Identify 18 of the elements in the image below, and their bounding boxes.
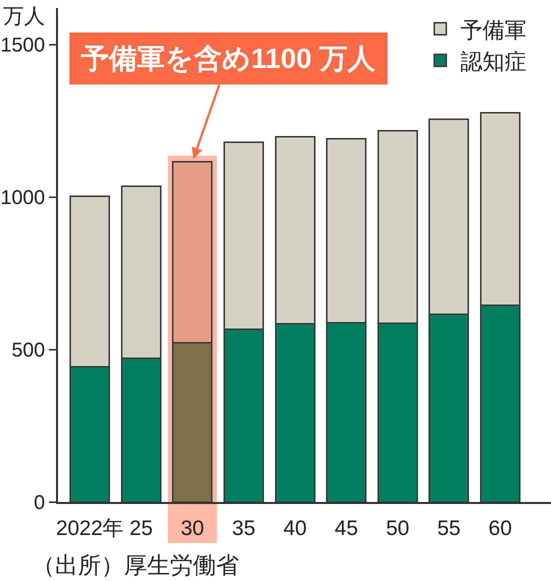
- y-tick-label: 1500: [0, 34, 45, 57]
- legend-label: 予備軍: [460, 17, 526, 42]
- x-tick-label: 60: [488, 517, 512, 540]
- y-axis-title: 万人: [3, 5, 45, 28]
- y-tick-label: 0: [34, 492, 45, 514]
- y-tick-label: 500: [12, 340, 45, 362]
- x-tick-label: 2022年: [56, 517, 124, 540]
- x-tick-label: 50: [386, 517, 410, 540]
- y-tick-label: 1000: [0, 187, 45, 210]
- x-tick-label: 45: [334, 517, 358, 540]
- x-tick-label: 35: [232, 517, 256, 540]
- annotation: 予備軍を含め1100 万人: [80, 43, 377, 74]
- x-tick-label: 25: [129, 517, 153, 540]
- legend-label: 認知症: [460, 48, 526, 74]
- x-tick-label: 30: [180, 517, 204, 540]
- text: （出所）厚生労働省: [32, 552, 239, 578]
- x-tick-label: 40: [283, 517, 307, 540]
- x-tick-label: 55: [437, 517, 461, 540]
